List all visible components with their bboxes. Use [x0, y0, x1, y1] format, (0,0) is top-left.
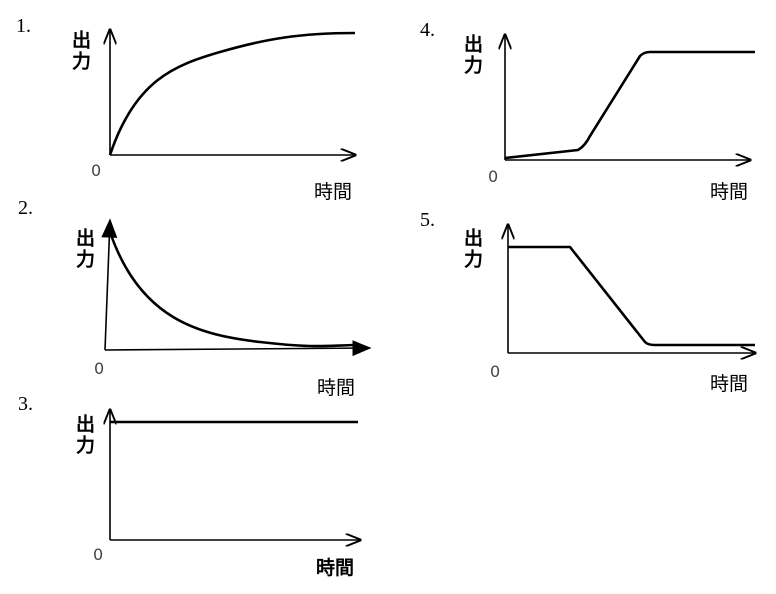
curve [504, 50, 755, 160]
origin-label: 0 [91, 161, 101, 180]
origin-label: 0 [93, 545, 103, 564]
origin-label: 0 [490, 362, 500, 381]
y-axis [101, 218, 118, 351]
x-label: 時間 [710, 181, 748, 203]
x-label: 時間 [314, 181, 352, 203]
panel-number: 3. [18, 393, 33, 415]
x-axis [104, 340, 372, 357]
curve [108, 231, 361, 348]
y-label: 出力 [73, 413, 95, 456]
curve [108, 31, 356, 156]
x-label: 時間 [316, 557, 354, 579]
panel-3: 3. 出力 0 時間 [18, 393, 360, 579]
panel-4: 4. 出力 0 時間 [420, 19, 755, 203]
y-label: 出力 [461, 227, 483, 270]
x-label: 時間 [317, 377, 355, 399]
y-label: 出力 [461, 33, 483, 76]
panel-number: 2. [18, 197, 33, 219]
panel-5: 5. 出力 0 時間 [420, 209, 755, 395]
panel-number: 4. [420, 19, 435, 41]
panel-2: 2. 出力 0 時間 [18, 197, 372, 399]
panel-number: 1. [16, 15, 31, 37]
origin-label: 0 [94, 359, 104, 378]
curve [508, 245, 755, 347]
y-label: 出力 [73, 227, 95, 270]
x-label: 時間 [710, 373, 748, 395]
panel-number: 5. [420, 209, 435, 231]
y-label: 出力 [69, 29, 91, 72]
panel-1: 1. 出力 0 時間 [16, 15, 355, 203]
origin-label: 0 [488, 167, 498, 186]
